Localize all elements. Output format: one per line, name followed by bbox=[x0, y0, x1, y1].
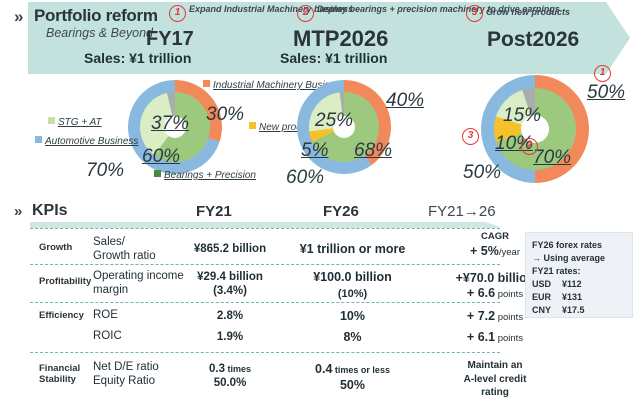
forex-line-3: FY21 rates: bbox=[532, 266, 581, 277]
kpis-column-header-delta: FY21→26 bbox=[428, 203, 496, 220]
legend-stg-at: STG + AT bbox=[48, 117, 102, 128]
donut-mtp2026-label-newproducts: 5% bbox=[301, 140, 329, 161]
kpis-row-separator bbox=[30, 302, 500, 303]
phase-marker-3: 3 bbox=[466, 5, 483, 22]
phase-note-3: Grow new products bbox=[486, 7, 571, 17]
kpis-category-financial-stability: Financial Stability bbox=[39, 363, 81, 385]
phase-sales-fy17: Sales: ¥1 trillion bbox=[84, 50, 192, 66]
kpis-delta-roic: + 6.1 points bbox=[466, 330, 524, 344]
portfolio-chevron-icon: » bbox=[14, 7, 24, 26]
forex-line-1: FY26 forex rates bbox=[532, 240, 603, 250]
kpis-fy26-roic: 8% bbox=[343, 330, 362, 344]
phase-marker-2: 2 bbox=[297, 5, 314, 22]
kpis-item-sales-growth: Sales/ Growth ratio bbox=[93, 236, 156, 262]
kpis-row-separator bbox=[30, 352, 500, 353]
kpis-title: KPIs bbox=[32, 202, 68, 219]
donut-fy17-label-automotive: 70% bbox=[86, 160, 125, 181]
kpis-delta-operating-income: +¥70.0 billion bbox=[455, 271, 535, 285]
legend-new-products: New products bbox=[249, 122, 320, 133]
phase-title-post2026: Post2026 bbox=[487, 28, 580, 51]
kpis-column-header-fy21: FY21 bbox=[196, 203, 232, 220]
donut-mtp2026-label-bearings: 68% bbox=[354, 140, 393, 161]
kpis-fy26-operating-income: ¥100.0 billion (10%) bbox=[313, 270, 392, 301]
donut-mtp2026-label-industrial: 40% bbox=[386, 90, 425, 111]
donut-post2026-marker-2: 2 bbox=[521, 138, 538, 155]
kpis-fy21-roe: 2.8% bbox=[216, 310, 244, 322]
phase-sales-mtp2026: Sales: ¥1 trillion bbox=[280, 50, 388, 66]
kpis-item-roic: ROIC bbox=[93, 330, 122, 342]
donut-mtp2026-label-automotive: 60% bbox=[286, 167, 325, 188]
forex-rate-usd: USD ¥112 bbox=[532, 279, 582, 290]
kpis-header-arrow bbox=[30, 222, 500, 232]
kpis-delta-sales-label: CAGR bbox=[481, 231, 509, 242]
legend-industrial-machinery: Industrial Machinery Business bbox=[203, 80, 346, 91]
kpis-category-growth: Growth bbox=[39, 242, 73, 253]
donut-mtp2026-hole bbox=[333, 116, 355, 138]
donut-fy17-label-industrial: 30% bbox=[206, 104, 245, 125]
kpis-delta-credit-rating: Maintain an A-level credit rating bbox=[463, 360, 527, 398]
donut-mtp2026-label-stgat: 25% bbox=[315, 110, 354, 131]
legend-swatch-stgat-icon bbox=[48, 117, 55, 124]
legend-automotive-business: Automotive Business bbox=[35, 136, 138, 147]
kpis-fy26-roe: 10% bbox=[339, 309, 366, 323]
forex-rate-eur: EUR ¥131 bbox=[532, 292, 583, 303]
kpis-category-efficiency: Efficiency bbox=[39, 310, 84, 321]
legend-swatch-new-products-icon bbox=[249, 122, 256, 129]
page-subtitle: Bearings & Beyond bbox=[46, 26, 154, 40]
donut-fy17-label-bearings: 60% bbox=[142, 146, 181, 167]
donut-post2026-marker-3: 3 bbox=[462, 128, 479, 145]
legend-swatch-automotive-icon bbox=[35, 136, 42, 143]
phase-title-mtp2026: MTP2026 bbox=[293, 26, 389, 51]
donut-post2026-label-automotive: 50% bbox=[463, 162, 502, 183]
kpis-fy26-sales: ¥1 trillion or more bbox=[299, 242, 406, 256]
forex-rates-box: FY26 forex rates → Using average FY21 ra… bbox=[525, 232, 633, 318]
kpis-category-profitability: Profitability bbox=[39, 276, 92, 287]
kpis-fy21-de-equity: 0.3 times 50.0% bbox=[208, 363, 251, 390]
donut-fy17-label-stgat: 37% bbox=[151, 113, 190, 134]
donut-post2026-label-industrial: 50% bbox=[587, 82, 626, 103]
phase-note-1: Expand Industrial Machinery business bbox=[189, 4, 354, 14]
kpis-chevron-icon: » bbox=[14, 203, 23, 220]
page-title: Portfolio reform bbox=[34, 6, 158, 25]
donut-fy17-hole bbox=[164, 116, 186, 138]
kpis-fy21-sales: ¥865.2 billion bbox=[193, 243, 267, 255]
forex-rate-cny: CNY ¥17.5 bbox=[532, 305, 585, 316]
donut-post2026-marker-1: 1 bbox=[594, 65, 611, 82]
legend-bearings-precision: Bearings + Precision bbox=[154, 170, 256, 181]
kpis-column-header-fy26: FY26 bbox=[323, 203, 359, 220]
kpis-row-separator bbox=[30, 264, 500, 265]
kpis-fy21-roic: 1.9% bbox=[216, 331, 244, 343]
kpis-delta-sales: + 5%/year bbox=[470, 244, 520, 258]
kpis-item-roe: ROE bbox=[93, 309, 118, 321]
kpis-fy26-de-equity: 0.4 times or less 50% bbox=[315, 362, 390, 393]
kpis-item-operating-income: Operating income margin bbox=[93, 270, 184, 296]
kpis-row-separator bbox=[30, 228, 500, 229]
phase-banner-arrow bbox=[28, 2, 630, 74]
kpis-table bbox=[30, 228, 500, 393]
phase-note-2: Deploy bearings + precision machinery to… bbox=[317, 4, 560, 14]
kpis-delta-operating-margin: + 6.6 points bbox=[466, 286, 524, 300]
phase-marker-1: 1 bbox=[169, 5, 186, 22]
donut-post2026-label-stgat: 15% bbox=[503, 105, 542, 126]
kpis-delta-roe: + 7.2 points bbox=[466, 309, 524, 323]
forex-line-2: → Using average bbox=[532, 253, 606, 264]
donut-post2026-label-bearings: 70% bbox=[533, 147, 572, 168]
legend-swatch-industrial-icon bbox=[203, 80, 210, 87]
kpis-fy21-operating-income: ¥29.4 billion (3.4%) bbox=[197, 271, 263, 298]
legend-swatch-bearings-icon bbox=[154, 170, 161, 177]
kpis-item-de-equity: Net D/E ratio Equity Ratio bbox=[93, 361, 159, 387]
phase-title-fy17: FY17 bbox=[146, 28, 194, 50]
